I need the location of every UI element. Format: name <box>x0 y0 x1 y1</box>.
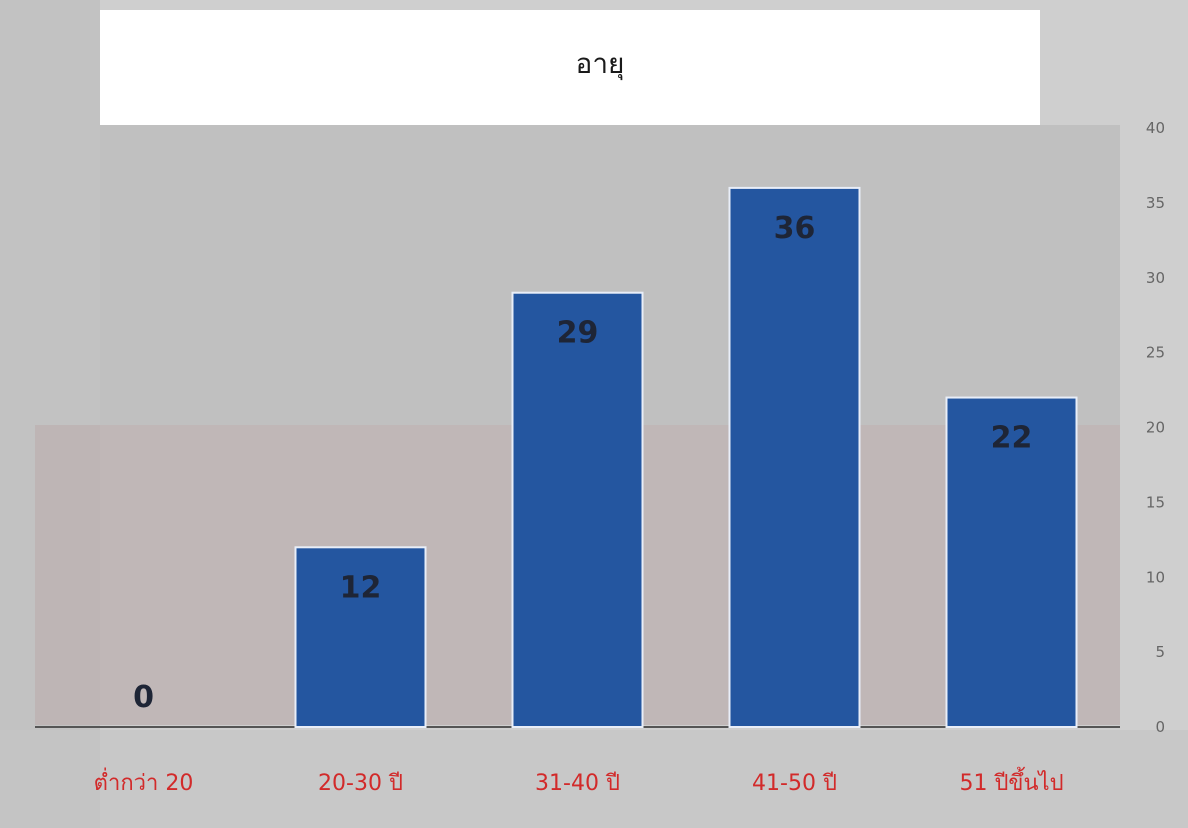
y-tick-label: 25 <box>1146 344 1165 362</box>
y-tick-label: 30 <box>1146 269 1165 287</box>
title-area <box>100 10 1040 125</box>
bar <box>511 291 644 728</box>
category-label: 51 ปีขึ้นไป <box>959 767 1063 796</box>
y-tick-label: 5 <box>1155 643 1165 661</box>
y-tick-label: 35 <box>1146 194 1165 212</box>
category-label: 41-50 ปี <box>752 771 837 796</box>
bar <box>728 186 861 728</box>
bar <box>945 396 1078 728</box>
chart-title: อายุ <box>576 47 625 81</box>
bar <box>294 546 427 728</box>
category-label: ต่ำกว่า 20 <box>94 767 194 796</box>
data-label: 12 <box>340 570 382 605</box>
data-label: 29 <box>557 316 599 351</box>
data-label: 0 <box>133 680 154 715</box>
category-band <box>0 730 1188 828</box>
y-tick-label: 10 <box>1146 568 1165 586</box>
y-axis-ticks: 0 5 10 15 20 25 30 35 40 <box>1146 119 1165 736</box>
data-labels-group: 0 12 29 36 22 <box>133 211 1032 715</box>
category-label: 31-40 ปี <box>535 771 620 796</box>
bars-group <box>294 186 1078 728</box>
category-labels-group: ต่ำกว่า 20 20-30 ปี 31-40 ปี 41-50 ปี 51 ปีข… <box>94 767 1064 796</box>
y-tick-label: 20 <box>1146 419 1165 437</box>
y-tick-label: 40 <box>1146 119 1165 137</box>
category-label: 20-30 ปี <box>318 771 403 796</box>
data-label: 22 <box>991 421 1033 456</box>
y-tick-label: 15 <box>1146 493 1165 511</box>
data-label: 36 <box>774 211 816 246</box>
y-tick-label: 0 <box>1155 718 1165 736</box>
